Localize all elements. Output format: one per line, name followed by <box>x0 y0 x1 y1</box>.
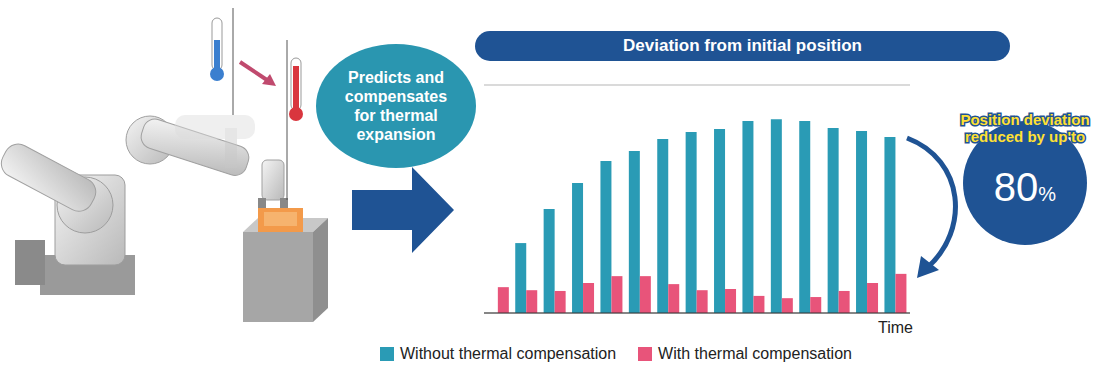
svg-text:reduced by up'to: reduced by up'to <box>965 128 1085 145</box>
svg-text:Predicts and: Predicts and <box>348 69 444 86</box>
svg-text:Position deviation: Position deviation <box>960 111 1089 128</box>
svg-text:compensates: compensates <box>345 88 447 105</box>
html-text:Without thermal compensation: Without thermal compensation <box>400 345 617 362</box>
svg-text:for thermal: for thermal <box>354 107 438 124</box>
html-text:Deviation from initial positio: Deviation from initial position <box>623 36 862 55</box>
html-text:With thermal compensation: With thermal compensation <box>658 345 852 362</box>
svg-text:expansion: expansion <box>356 126 435 143</box>
svg-text:80%: 80% <box>994 165 1057 209</box>
html-text:Time: Time <box>878 319 913 336</box>
